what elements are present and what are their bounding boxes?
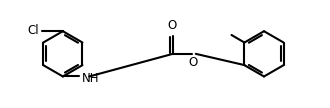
Text: O: O (189, 56, 198, 69)
Text: O: O (167, 19, 177, 32)
Text: NH: NH (82, 71, 99, 85)
Text: Cl: Cl (28, 24, 39, 37)
